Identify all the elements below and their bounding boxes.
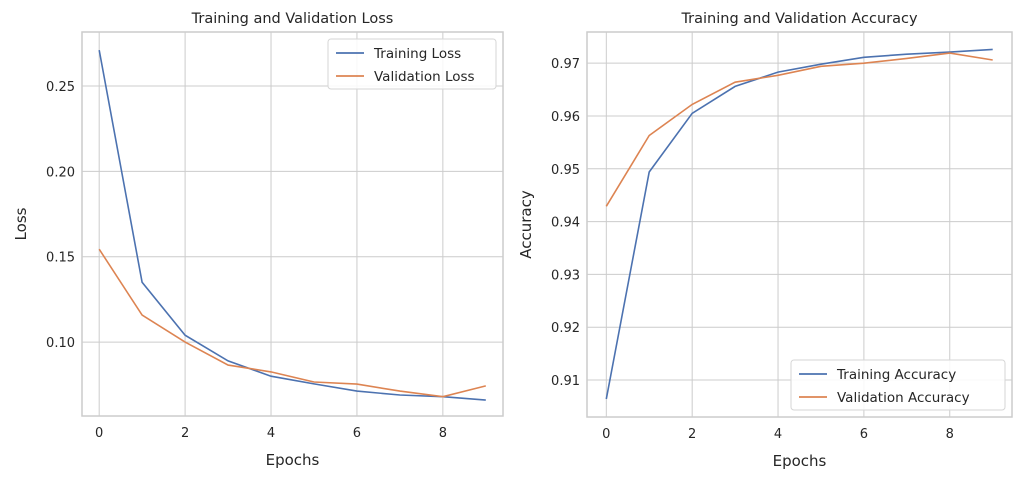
legend: Training Accuracy Validation Accuracy bbox=[790, 359, 1006, 411]
x-tick-label: 4 bbox=[267, 426, 275, 441]
subplot-0: 0 2 4 6 8 0.10 0.15 0.20 0.25 Training and Valida… bbox=[12, 11, 504, 469]
series-line-0 bbox=[98, 49, 486, 401]
x-tick-label: 8 bbox=[439, 426, 447, 441]
legend-label: Validation Loss bbox=[374, 69, 475, 85]
x-axis-label: Epochs bbox=[266, 451, 320, 469]
y-tick-label: 0.97 bbox=[551, 57, 580, 72]
x-tick-label: 0 bbox=[602, 427, 610, 442]
series-line-1 bbox=[605, 52, 993, 207]
x-tick-label: 8 bbox=[946, 427, 954, 442]
x-tick-label: 2 bbox=[688, 427, 696, 442]
y-tick-label: 0.92 bbox=[551, 321, 580, 336]
y-tick-label: 0.10 bbox=[46, 336, 75, 351]
y-tick-label: 0.15 bbox=[46, 251, 75, 266]
subplot-1: 0 2 4 6 8 0.91 0.92 0.93 0.94 0.95 0.96 0.97 Trainin… bbox=[517, 11, 1013, 470]
x-tick-label: 2 bbox=[181, 426, 189, 441]
x-tick-label: 6 bbox=[860, 427, 868, 442]
y-tick-label: 0.91 bbox=[551, 374, 580, 389]
axes-frame bbox=[81, 31, 504, 417]
series-line-0 bbox=[605, 48, 993, 400]
legend-label: Validation Accuracy bbox=[837, 390, 970, 406]
y-tick-label: 0.95 bbox=[551, 163, 580, 178]
y-tick-label: 0.93 bbox=[551, 268, 580, 283]
legend-box bbox=[327, 38, 497, 90]
chart-title: Training and Validation Accuracy bbox=[680, 11, 918, 27]
legend: Training Loss Validation Loss bbox=[327, 38, 497, 90]
series-line-1 bbox=[98, 248, 486, 398]
legend-box bbox=[790, 359, 1006, 411]
x-tick-label: 6 bbox=[353, 426, 361, 441]
y-axis-label: Loss bbox=[12, 207, 30, 240]
x-tick-label: 4 bbox=[774, 427, 782, 442]
y-tick-label: 0.25 bbox=[46, 80, 75, 95]
x-axis-label: Epochs bbox=[773, 452, 827, 470]
legend-label: Training Accuracy bbox=[836, 367, 956, 383]
legend-label: Training Loss bbox=[373, 46, 461, 62]
y-tick-label: 0.94 bbox=[551, 216, 580, 231]
y-tick-label: 0.96 bbox=[551, 110, 580, 125]
x-tick-label: 0 bbox=[95, 426, 103, 441]
axes-frame bbox=[586, 31, 1013, 418]
chart-title: Training and Validation Loss bbox=[191, 11, 394, 27]
y-tick-label: 0.20 bbox=[46, 165, 75, 180]
y-axis-label: Accuracy bbox=[517, 190, 535, 259]
